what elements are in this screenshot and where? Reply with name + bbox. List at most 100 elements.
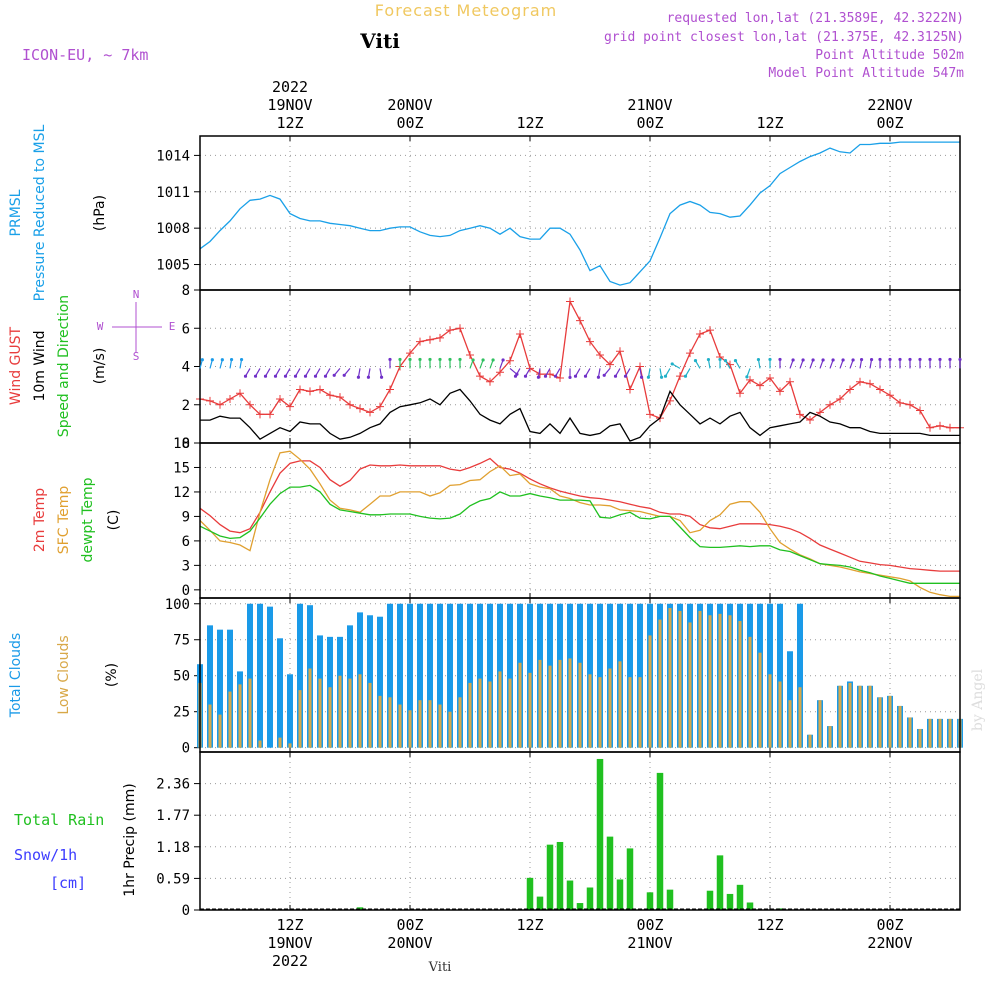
y-axis-label: (%) [104,663,120,687]
rain-bar [526,877,534,910]
wind-arrow-head [768,357,772,362]
wind-arrow-head [303,374,308,378]
y-axis-label: PRMSL [8,189,24,236]
low-cloud-bar [258,740,262,748]
wind-arrow-head [573,374,578,378]
gust-marker [206,396,214,405]
gust-marker [506,356,514,365]
low-cloud-bar [828,726,832,748]
wind-arrow-head [918,357,922,362]
low-cloud-bar [448,711,452,748]
compass-north: N [133,288,140,301]
total-cloud-bar [267,606,273,748]
y-axis-label: Total Clouds [8,633,24,718]
wind-arrow-head [283,374,288,378]
wind-arrow-head [210,358,214,362]
bottom-time-label: 22NOV [867,934,912,952]
wind-arrow-head [313,374,318,378]
wind-arrow-head [646,375,651,379]
wind-arrow-head [379,375,384,379]
top-time-label: 19NOV [267,96,312,114]
gust-marker [306,387,314,396]
gust-marker [946,423,954,432]
gust-marker [256,410,264,419]
top-time-label: 12Z [276,114,303,132]
wind-arrow-head [366,375,371,379]
low-cloud-bar [758,652,762,748]
low-cloud-bar [248,678,252,748]
y-tick-label: 0 [182,583,190,599]
low-cloud-bar [398,704,402,748]
gust-marker [456,324,464,333]
low-cloud-bar [798,687,802,748]
low-cloud-bar [578,662,582,748]
wind-arrow-head [670,362,674,366]
gust-marker [266,410,274,419]
y-tick-label: 1005 [156,258,190,274]
y-tick-label: 12 [173,485,190,501]
gust-marker [896,398,904,407]
gridpoint-coords: grid point closest lon,lat (21.375E, 42.… [604,30,964,45]
low-cloud-bar [698,610,702,748]
y-tick-label: 0 [182,741,190,757]
wind-arrow-head [801,358,805,362]
gust-marker [936,421,944,430]
requested-coords: requested lon,lat (21.3589E, 42.3222N) [667,11,964,26]
gust-marker [816,408,824,417]
gust-marker [216,400,224,409]
low-cloud-bar [478,678,482,748]
wind-arrow-head [398,357,402,362]
wind-arrow-head [583,374,588,378]
gust-marker [676,372,684,381]
wind-arrow-head [356,375,361,379]
compass-south: S [133,350,140,363]
low-cloud-bar [608,668,612,748]
gust-marker [736,389,744,398]
rain-bar [626,848,634,910]
gust-marker [226,395,234,404]
top-time-label: 12Z [516,114,543,132]
y-tick-label: 100 [165,597,190,613]
low-cloud-bar [778,681,782,748]
y-tick-label: 2.36 [156,777,190,793]
gust-marker [786,377,794,386]
rain-bar [716,855,724,910]
bottom-time-label: 12Z [516,916,543,934]
low-cloud-bar [588,674,592,748]
low-cloud-bar [318,678,322,748]
gust-marker [866,379,874,388]
wind-arrow-head [958,357,962,362]
gust-marker [446,326,454,335]
low-cloud-bar [768,674,772,748]
low-cloud-bar [368,682,372,748]
total-cloud-bar [247,603,253,748]
top-time-label: 2022 [272,78,308,96]
wind-arrow-head [859,357,864,362]
total-cloud-bar [217,629,223,748]
y-tick-label: 18 [173,436,190,452]
low-cloud-bar [508,678,512,748]
total-cloud-bar [407,603,413,748]
gust-marker [246,400,254,409]
gust-marker [356,404,364,413]
low-cloud-bar [858,685,862,748]
wind-arrow-head [756,357,761,362]
gust-marker [556,373,564,382]
gust-marker [326,391,334,400]
y-tick-label: 6 [182,534,190,550]
rain-bar [726,893,734,910]
gust-marker [336,393,344,402]
gust-marker [646,410,654,419]
y-axis-label: SFC Temp [56,486,72,555]
gust-marker [696,329,704,338]
wind-arrow-head [553,374,558,378]
bottom-time-label: 00Z [876,916,903,934]
gust-marker [486,377,494,386]
gust-marker [706,326,714,335]
rain-legend: Total Rain [14,811,104,829]
snow-legend: Snow/1h [14,846,77,864]
series-line-0 [199,457,960,572]
wind-arrow-head [723,359,728,363]
gust-marker [606,360,614,369]
low-cloud-bar [438,704,442,748]
